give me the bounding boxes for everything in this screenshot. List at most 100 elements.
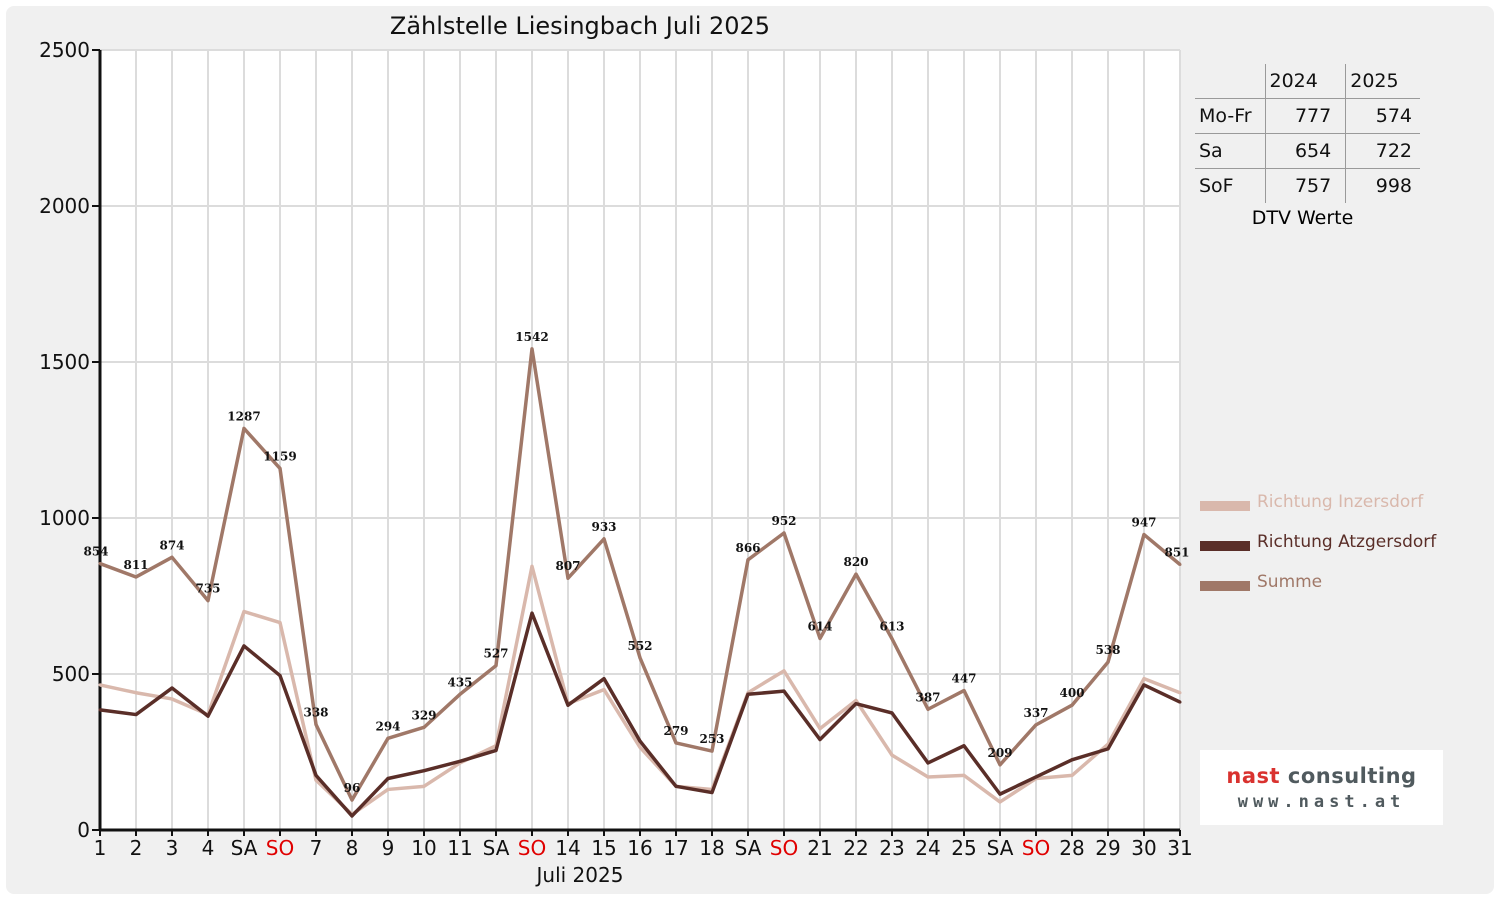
- data-point: [170, 555, 174, 559]
- x-tick-label: 7: [310, 836, 323, 860]
- dtv-value: 777: [1265, 98, 1347, 134]
- dtv-value: 574: [1345, 98, 1420, 134]
- data-point: [638, 745, 642, 749]
- y-tick-label: 2500: [39, 38, 90, 62]
- data-point: [602, 537, 606, 541]
- legend-swatch: [1200, 541, 1250, 551]
- data-point: [818, 636, 822, 640]
- x-tick-label: SA: [987, 836, 1014, 860]
- data-point: [602, 688, 606, 692]
- data-point: [314, 778, 318, 782]
- data-point: [926, 761, 930, 765]
- chart-title: Zählstelle Liesingbach Juli 2025: [389, 12, 771, 40]
- x-tick-label: 14: [555, 836, 580, 860]
- data-label: 866: [735, 541, 760, 555]
- data-label: 387: [915, 690, 940, 704]
- x-tick-label: 22: [843, 836, 868, 860]
- dtv-value: 757: [1265, 168, 1347, 203]
- dtv-col-2025: 2025: [1345, 64, 1420, 99]
- data-label: 538: [1095, 643, 1120, 657]
- x-tick-label: 9: [382, 836, 395, 860]
- x-tick-label: 3: [166, 836, 179, 860]
- legend-swatch: [1200, 501, 1250, 511]
- dtv-col-2024: 2024: [1265, 64, 1347, 99]
- data-label: 337: [1023, 706, 1048, 720]
- dtv-row-label: SoF: [1195, 168, 1266, 203]
- dtv-table: 2024 2025 Mo-Fr 777 574 Sa 654 722 SoF 7…: [1195, 64, 1420, 229]
- data-point: [890, 637, 894, 641]
- data-label: 447: [951, 672, 976, 686]
- dtv-value: 654: [1265, 133, 1347, 169]
- x-tick-label: 1: [94, 836, 107, 860]
- x-tick-label: 11: [447, 836, 472, 860]
- dtv-row: Sa 654 722: [1195, 133, 1420, 169]
- data-label: 613: [879, 620, 904, 634]
- data-point: [890, 711, 894, 715]
- legend-label: Richtung Inzersdorf: [1257, 492, 1424, 512]
- data-point: [1142, 533, 1146, 537]
- data-point: [1178, 562, 1182, 566]
- data-point: [1106, 747, 1110, 751]
- x-tick-label: 31: [1167, 836, 1192, 860]
- data-label: 209: [987, 746, 1012, 760]
- dtv-row: Mo-Fr 777 574: [1195, 98, 1420, 134]
- data-point: [782, 689, 786, 693]
- data-point: [350, 814, 354, 818]
- data-label: 947: [1131, 516, 1156, 530]
- data-label: 933: [591, 520, 616, 534]
- data-point: [242, 610, 246, 614]
- data-point: [638, 656, 642, 660]
- data-point: [98, 708, 102, 712]
- dtv-value: 998: [1375, 175, 1412, 197]
- data-point: [782, 531, 786, 535]
- data-label: 1159: [263, 449, 296, 463]
- data-point: [1070, 773, 1074, 777]
- data-point: [134, 713, 138, 717]
- x-axis-label: Juli 2025: [536, 863, 624, 887]
- x-tick-label: 28: [1059, 836, 1084, 860]
- dtv-caption: DTV Werte: [1251, 207, 1354, 229]
- x-tick-label: 29: [1095, 836, 1120, 860]
- y-tick-label: 500: [52, 662, 90, 686]
- dtv-row-label: Mo-Fr: [1195, 98, 1266, 134]
- data-point: [998, 792, 1002, 796]
- data-label: 435: [447, 675, 472, 689]
- x-tick-label: 18: [699, 836, 724, 860]
- data-label: 294: [375, 719, 400, 733]
- data-point: [278, 621, 282, 625]
- x-tick-label: SO: [266, 836, 294, 860]
- data-point: [1142, 677, 1146, 681]
- data-point: [962, 744, 966, 748]
- x-tick-label: 2: [130, 836, 143, 860]
- data-point: [242, 426, 246, 430]
- data-label: 253: [699, 732, 724, 746]
- data-point: [242, 644, 246, 648]
- data-label: 279: [663, 724, 688, 738]
- data-point: [422, 784, 426, 788]
- data-point: [386, 777, 390, 781]
- data-point: [458, 692, 462, 696]
- data-point: [926, 775, 930, 779]
- data-label: 329: [411, 708, 436, 722]
- data-point: [926, 707, 930, 711]
- data-point: [1070, 703, 1074, 707]
- data-point: [314, 723, 318, 727]
- data-point: [530, 564, 534, 568]
- x-tick-label: SO: [770, 836, 798, 860]
- data-label: 338: [303, 706, 328, 720]
- logo-part-nast: nast: [1226, 764, 1281, 788]
- dtv-row-label: Sa: [1195, 133, 1266, 169]
- data-point: [170, 686, 174, 690]
- data-point: [890, 753, 894, 757]
- dtv-row: SoF 757 998: [1195, 168, 1420, 203]
- data-point: [134, 575, 138, 579]
- x-tick-label: 30: [1131, 836, 1156, 860]
- data-label: 614: [807, 619, 832, 633]
- data-label: 811: [123, 558, 148, 572]
- logo-url: www.nast.at: [1237, 792, 1406, 812]
- data-point: [602, 677, 606, 681]
- x-tick-label: 21: [807, 836, 832, 860]
- data-point: [458, 759, 462, 763]
- data-point: [818, 738, 822, 742]
- data-point: [494, 748, 498, 752]
